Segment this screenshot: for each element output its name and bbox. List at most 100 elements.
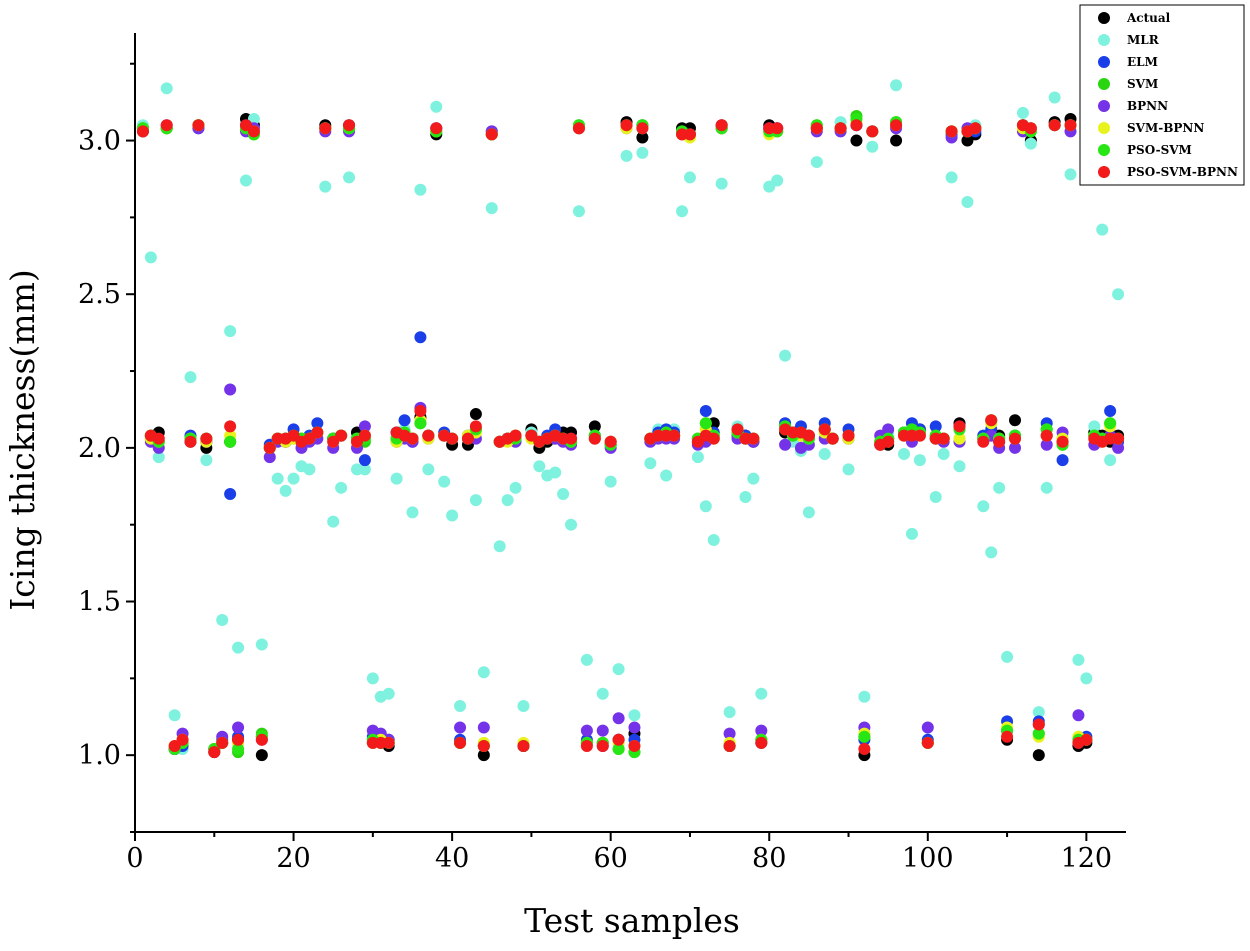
data-point bbox=[890, 134, 903, 147]
data-point bbox=[557, 487, 570, 500]
data-point bbox=[636, 131, 649, 144]
data-point bbox=[366, 672, 379, 685]
data-point bbox=[184, 435, 197, 448]
axes: 0 20 40 60 80 100 120 1.0 1.5 2.0 2.5 3.0 bbox=[78, 33, 1126, 874]
y-axis-label: Icing thickness(mm) bbox=[3, 269, 42, 610]
data-point bbox=[882, 435, 895, 448]
data-point bbox=[628, 721, 641, 734]
data-point bbox=[929, 420, 942, 433]
legend-label: BPNN bbox=[1127, 99, 1168, 113]
data-point bbox=[866, 140, 879, 153]
data-point bbox=[406, 432, 419, 445]
data-point bbox=[620, 149, 633, 162]
data-point bbox=[1072, 653, 1085, 666]
legend-marker bbox=[1098, 166, 1110, 178]
data-point bbox=[216, 613, 229, 626]
data-point bbox=[953, 420, 966, 433]
data-point bbox=[715, 177, 728, 190]
data-point bbox=[501, 494, 514, 507]
data-point bbox=[707, 432, 720, 445]
data-point bbox=[636, 146, 649, 159]
data-point bbox=[858, 743, 871, 756]
data-point bbox=[699, 404, 712, 417]
data-point bbox=[572, 205, 585, 218]
data-point bbox=[779, 349, 792, 362]
data-point bbox=[937, 448, 950, 461]
data-point bbox=[1104, 454, 1117, 467]
data-point bbox=[771, 122, 784, 135]
data-point bbox=[1009, 441, 1022, 454]
data-point bbox=[446, 432, 459, 445]
data-point bbox=[977, 500, 990, 513]
data-point bbox=[239, 174, 252, 187]
data-point bbox=[232, 721, 245, 734]
data-point bbox=[683, 128, 696, 141]
data-point bbox=[1048, 91, 1061, 104]
data-point bbox=[224, 420, 237, 433]
data-point bbox=[232, 641, 245, 654]
data-point bbox=[739, 491, 752, 504]
data-point bbox=[382, 687, 395, 700]
data-point bbox=[572, 122, 585, 135]
data-point bbox=[446, 509, 459, 522]
x-tick-label: 80 bbox=[752, 843, 786, 874]
data-point bbox=[469, 408, 482, 421]
data-point bbox=[485, 202, 498, 215]
data-point bbox=[184, 371, 197, 384]
data-point bbox=[969, 122, 982, 135]
data-point bbox=[1009, 432, 1022, 445]
data-point bbox=[802, 429, 815, 442]
legend-item: SVM-BPNN bbox=[1098, 121, 1204, 135]
data-point bbox=[1080, 733, 1093, 746]
data-point bbox=[961, 196, 974, 209]
data-point bbox=[232, 733, 245, 746]
data-point bbox=[747, 472, 760, 485]
legend-label: PSO-SVM bbox=[1127, 143, 1192, 157]
data-point bbox=[469, 494, 482, 507]
data-point bbox=[477, 721, 490, 734]
data-point bbox=[612, 663, 625, 676]
data-point bbox=[945, 171, 958, 184]
legend: Actual MLR ELM SVM BPNN SVM-BPNN PSO-SVM PSO-SV… bbox=[1079, 4, 1245, 186]
data-point bbox=[1104, 417, 1117, 430]
legend-box bbox=[1079, 4, 1245, 186]
data-point bbox=[1096, 223, 1109, 236]
data-point bbox=[890, 119, 903, 132]
data-point bbox=[1032, 727, 1045, 740]
legend-marker bbox=[1098, 122, 1110, 134]
data-point bbox=[303, 463, 316, 476]
data-point bbox=[802, 506, 815, 519]
data-point bbox=[335, 481, 348, 494]
data-point bbox=[628, 709, 641, 722]
data-point bbox=[985, 546, 998, 559]
data-point bbox=[1040, 481, 1053, 494]
data-point bbox=[192, 119, 205, 132]
data-point bbox=[691, 451, 704, 464]
data-point bbox=[224, 487, 237, 500]
data-point bbox=[255, 749, 268, 762]
data-point bbox=[731, 423, 744, 436]
legend-label: SVM bbox=[1127, 77, 1158, 91]
data-point bbox=[596, 739, 609, 752]
data-point bbox=[1072, 709, 1085, 722]
data-point bbox=[882, 423, 895, 436]
data-point bbox=[858, 690, 871, 703]
data-point bbox=[477, 739, 490, 752]
data-point bbox=[683, 171, 696, 184]
data-point bbox=[358, 454, 371, 467]
data-point bbox=[200, 432, 213, 445]
data-points bbox=[136, 79, 1125, 762]
y-tick-label: 3.0 bbox=[78, 126, 121, 157]
data-point bbox=[850, 134, 863, 147]
data-point bbox=[224, 383, 237, 396]
data-point bbox=[1040, 438, 1053, 451]
legend-item: PSO-SVM-BPNN bbox=[1098, 165, 1238, 179]
data-point bbox=[454, 700, 467, 713]
data-point bbox=[890, 79, 903, 92]
data-point bbox=[699, 417, 712, 430]
data-point bbox=[358, 429, 371, 442]
data-point bbox=[549, 466, 562, 479]
data-point bbox=[977, 435, 990, 448]
data-point bbox=[620, 119, 633, 132]
data-point bbox=[913, 429, 926, 442]
